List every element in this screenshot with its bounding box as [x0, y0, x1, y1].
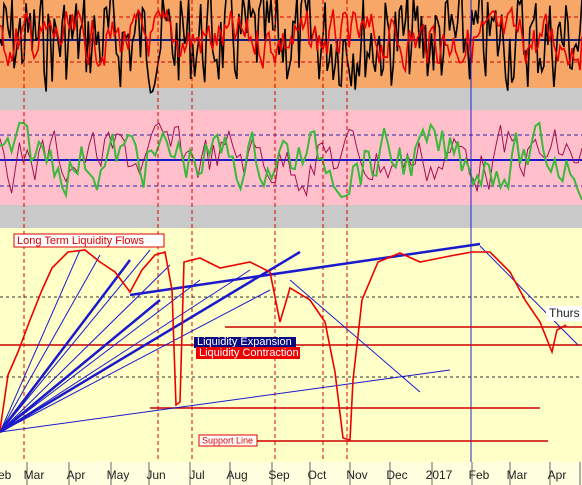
- x-tick-label: Feb: [0, 468, 12, 482]
- label-box: [196, 347, 300, 359]
- annotation: Support Line: [202, 435, 253, 445]
- label-box: [194, 337, 296, 348]
- x-tick-label: Mar: [507, 468, 528, 482]
- price-line: [0, 249, 567, 442]
- label-box: [198, 434, 258, 447]
- trend-line: [0, 250, 301, 434]
- trend-line: [129, 242, 481, 297]
- x-tick-label: Nov: [346, 468, 367, 482]
- annotation: Liquidity Expansion: [197, 336, 292, 348]
- trend-line: [0, 369, 451, 433]
- annotation: Thurs: [549, 306, 580, 320]
- x-tick-label: Apr: [548, 468, 567, 482]
- signal: [0, 122, 582, 198]
- x-tick-label: Dec: [386, 468, 407, 482]
- trend-line: [0, 279, 201, 433]
- trend-line: [479, 245, 579, 346]
- x-tick-label: Mar: [24, 468, 45, 482]
- label-box: [546, 306, 582, 321]
- trend-line: [0, 249, 81, 433]
- x-tick-label: 2017: [426, 468, 453, 482]
- oscillator: [0, 121, 582, 201]
- trend-line: [0, 249, 151, 433]
- annotations: Long Term Liquidity Flows Liquidity Expa…: [13, 233, 582, 447]
- oscillator-panel-2: [0, 110, 582, 205]
- annotation: Long Term Liquidity Flows: [17, 235, 144, 247]
- label-box: [13, 233, 165, 248]
- x-tick-label: May: [107, 468, 130, 482]
- x-tick-label: Apr: [67, 468, 86, 482]
- oscillator: [0, 0, 582, 94]
- separator: [0, 205, 582, 228]
- trend-line: [289, 279, 421, 393]
- x-tick-label: Feb: [469, 468, 490, 482]
- x-tick-label: Aug: [226, 468, 247, 482]
- trend-line: [0, 259, 131, 433]
- trend-line: [0, 254, 101, 433]
- trend-line: [0, 289, 271, 433]
- trend-line: [0, 299, 161, 433]
- x-tick-label: Sep: [268, 468, 290, 482]
- x-tick-label: Jun: [146, 468, 165, 482]
- x-tick-label: Oct: [308, 468, 327, 482]
- x-axis: [0, 462, 582, 485]
- trend-line: [0, 269, 251, 433]
- x-tick-label: Jul: [189, 468, 204, 482]
- annotation: Liquidity Contraction: [199, 347, 299, 359]
- separator: [0, 88, 582, 110]
- signal: [0, 5, 582, 74]
